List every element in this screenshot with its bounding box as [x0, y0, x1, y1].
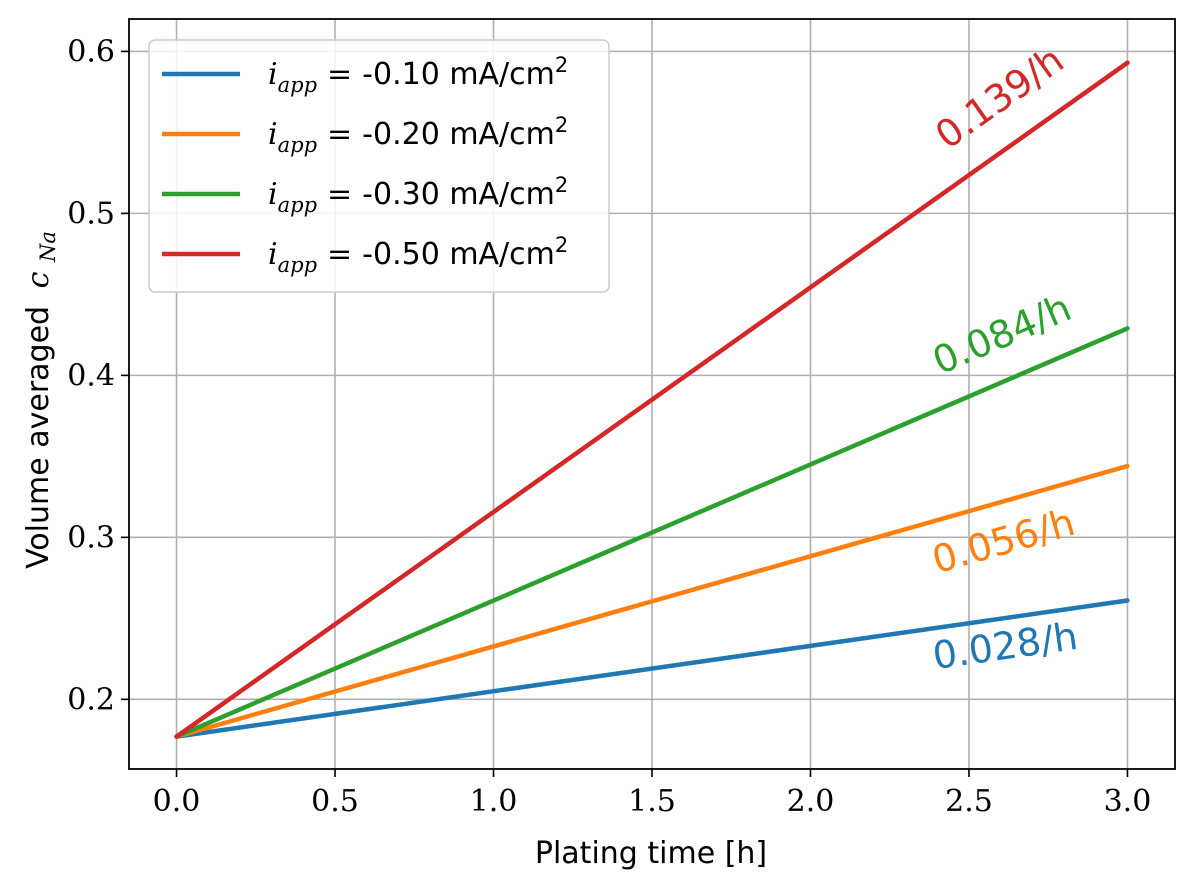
- x-axis-label: Plating time [h]: [535, 836, 767, 871]
- rate-annotation: 0.084/h: [926, 285, 1077, 383]
- series-line: [174, 598, 1130, 739]
- series-lines: [174, 60, 1130, 739]
- x-tick-label: 3.0: [1104, 784, 1152, 819]
- x-tick-label: 0.5: [311, 784, 359, 819]
- x-tick-label: 1.0: [470, 784, 518, 819]
- y-tick-label: 0.5: [67, 196, 115, 231]
- x-tick-label: 0.0: [153, 784, 201, 819]
- legend-box: [148, 39, 610, 293]
- y-axis-label-text: Volume averaged: [21, 306, 56, 569]
- y-tick-label: 0.2: [67, 682, 115, 717]
- legend-label: iapp = -0.50 mA/cm2: [268, 233, 568, 277]
- legend-label: iapp = -0.10 mA/cm2: [268, 53, 568, 97]
- rate-annotation: 0.139/h: [927, 37, 1071, 157]
- y-tick-label: 0.4: [67, 358, 115, 393]
- x-tick-label: 2.5: [945, 784, 993, 819]
- series-line: [174, 463, 1130, 739]
- legend: iapp = -0.10 mA/cm2 iapp = -0.20 mA/cm2 iapp = -…: [148, 39, 610, 293]
- x-tick-label: 1.5: [628, 784, 676, 819]
- series-line: [174, 326, 1130, 739]
- x-tick-label: 2.0: [787, 784, 835, 819]
- axis-ticks: 0.0 0.5 1.0 1.5 2.0 2.5 3.0 0.2 0.3 0.4 0.5 0.6: [67, 34, 1151, 819]
- y-axis-label-math-sub: Na: [36, 231, 60, 263]
- y-tick-label: 0.3: [67, 520, 115, 555]
- y-tick-label: 0.6: [67, 34, 115, 69]
- legend-label: iapp = -0.20 mA/cm2: [268, 113, 568, 157]
- series-line: [174, 60, 1130, 739]
- legend-label: iapp = -0.30 mA/cm2: [268, 173, 568, 217]
- y-axis-label-math: c: [21, 271, 56, 288]
- y-axis-label: Volume averaged c Na: [21, 231, 60, 569]
- rate-annotation: 0.056/h: [927, 500, 1079, 582]
